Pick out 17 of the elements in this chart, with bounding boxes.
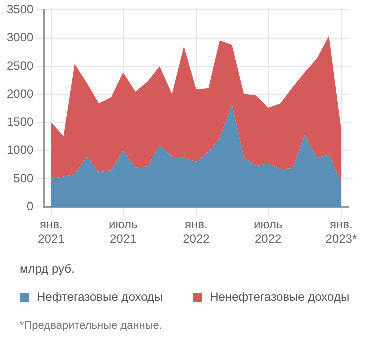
y-axis-title: млрд руб.: [20, 262, 76, 276]
text: *Предварительные данные.: [20, 320, 164, 332]
y-tick-label: 3000: [6, 30, 34, 45]
x-tick-label: янв. 2021: [38, 218, 66, 246]
x-tick-label: янв. 2023*: [326, 218, 358, 246]
y-tick-label: 2000: [6, 86, 34, 101]
legend-label: Нефтегазовые доходы: [37, 290, 164, 304]
y-tick-label: 3500: [6, 2, 34, 17]
x-tick-label: июль 2021: [109, 218, 138, 246]
y-tick-label: 500: [14, 171, 34, 186]
x-tick-label: июль 2022: [254, 218, 283, 246]
y-tick-label: 1000: [6, 143, 34, 158]
y-tick-label: 1500: [6, 115, 34, 130]
y-tick-label: 2500: [6, 58, 34, 73]
x-tick-label: янв. 2022: [183, 218, 210, 246]
y-tick-label: 0: [27, 200, 34, 214]
legend-label: Ненефтегазовые доходы: [210, 290, 350, 304]
